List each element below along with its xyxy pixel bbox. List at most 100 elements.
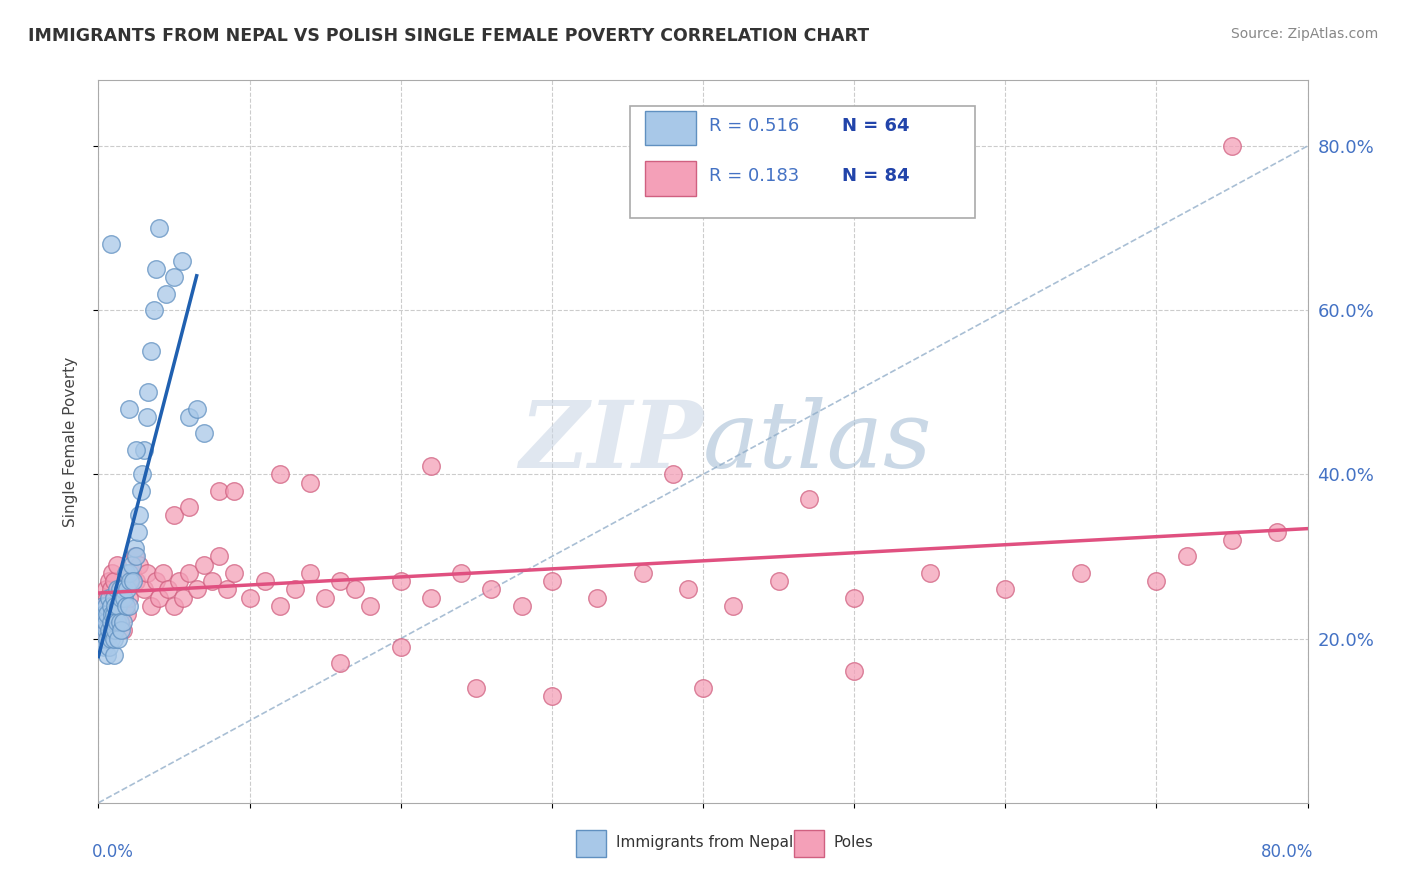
Point [98, 574, 121, 588]
Point [155, 286, 177, 301]
Point [103, 574, 125, 588]
Point [93, 640, 115, 654]
Point [540, 574, 562, 588]
Point [299, 475, 322, 490]
Point [98, 591, 121, 605]
Point [844, 665, 866, 679]
Point [1267, 524, 1289, 539]
Point [128, 558, 150, 572]
Point [114, 574, 136, 588]
Text: N = 84: N = 84 [842, 168, 910, 186]
Point [114, 599, 136, 613]
FancyBboxPatch shape [630, 105, 976, 218]
Point [329, 574, 352, 588]
Point [100, 632, 122, 646]
Point [510, 599, 533, 613]
Point [481, 582, 503, 597]
Point [193, 558, 215, 572]
Text: Source: ZipAtlas.com: Source: ZipAtlas.com [1230, 27, 1378, 41]
Point [110, 624, 132, 638]
Point [94, 615, 117, 630]
Point [172, 591, 194, 605]
Point [101, 566, 124, 580]
Point [215, 582, 238, 597]
Point [844, 591, 866, 605]
Point [98, 640, 121, 654]
Point [103, 615, 125, 630]
Point [100, 615, 122, 630]
Point [797, 491, 820, 506]
Point [93, 607, 115, 621]
Point [114, 566, 136, 580]
Point [136, 385, 159, 400]
Point [179, 566, 201, 580]
Point [170, 253, 193, 268]
Point [100, 582, 122, 597]
Point [107, 599, 129, 613]
Point [122, 574, 145, 588]
Point [108, 582, 131, 597]
Point [101, 624, 124, 638]
Point [344, 582, 367, 597]
Point [1144, 574, 1167, 588]
Text: Immigrants from Nepal: Immigrants from Nepal [616, 835, 793, 850]
Point [118, 591, 141, 605]
Point [676, 582, 699, 597]
Point [148, 221, 170, 235]
Point [100, 237, 122, 252]
Point [118, 401, 141, 416]
Point [104, 591, 127, 605]
Point [91, 599, 114, 613]
Point [103, 648, 125, 662]
Point [98, 607, 121, 621]
Point [111, 624, 134, 638]
Point [253, 574, 276, 588]
Point [163, 270, 186, 285]
Text: 80.0%: 80.0% [1261, 843, 1313, 861]
Point [179, 500, 201, 515]
Point [389, 574, 412, 588]
Point [111, 615, 134, 630]
Point [329, 657, 352, 671]
Point [389, 640, 412, 654]
Point [112, 599, 135, 613]
Point [994, 582, 1017, 597]
Point [107, 632, 129, 646]
Point [110, 591, 132, 605]
Point [132, 442, 155, 457]
Point [360, 599, 382, 613]
Point [661, 467, 683, 482]
Point [723, 599, 745, 613]
Point [90, 615, 112, 630]
FancyBboxPatch shape [793, 830, 824, 857]
Point [91, 632, 114, 646]
Text: R = 0.183: R = 0.183 [709, 168, 799, 186]
Text: 0.0%: 0.0% [93, 843, 134, 861]
Text: atlas: atlas [703, 397, 932, 486]
Point [104, 624, 127, 638]
Text: ZIP: ZIP [519, 397, 703, 486]
Point [118, 566, 141, 580]
Point [111, 582, 134, 597]
Point [128, 508, 150, 523]
Point [1220, 139, 1243, 153]
Point [103, 632, 125, 646]
Point [224, 566, 246, 580]
Point [105, 615, 128, 630]
Point [141, 344, 163, 359]
Point [768, 574, 790, 588]
Point [1175, 549, 1198, 564]
Point [127, 524, 149, 539]
Point [100, 599, 122, 613]
Point [269, 467, 291, 482]
Point [420, 459, 443, 474]
Point [121, 558, 143, 572]
Point [121, 566, 143, 580]
Point [135, 566, 157, 580]
Point [132, 582, 155, 597]
Point [94, 599, 117, 613]
Point [94, 632, 117, 646]
Text: Poles: Poles [834, 835, 873, 850]
Point [98, 624, 121, 638]
Point [124, 549, 146, 564]
